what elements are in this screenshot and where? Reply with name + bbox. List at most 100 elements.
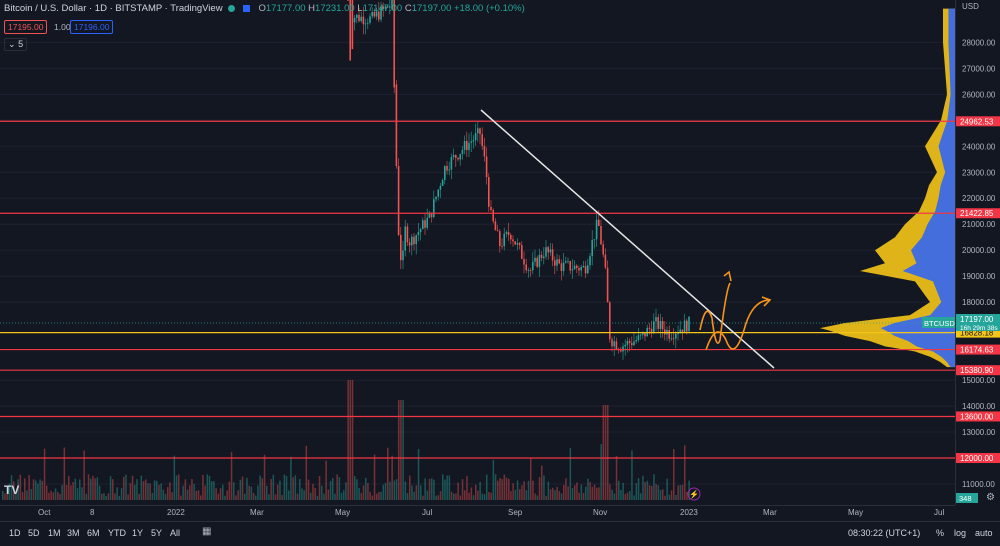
range-button-all[interactable]: All bbox=[170, 528, 181, 538]
bottom-toolbar: 1D 5D 1M 3M 6M YTD 1Y 5Y All ▦ 08:30:22 (UTC+1) … bbox=[0, 521, 1000, 546]
percent-toggle[interactable]: % bbox=[936, 528, 945, 538]
volume-bar bbox=[252, 492, 255, 500]
symbol-title[interactable]: Bitcoin / U.S. Dollar · 1D · BITSTAMP · … bbox=[4, 3, 223, 14]
volume-bar bbox=[180, 495, 182, 500]
volume-bar bbox=[424, 478, 426, 500]
horizontal-levels[interactable] bbox=[0, 120, 955, 459]
volume-bar bbox=[402, 400, 404, 500]
candle-body bbox=[424, 220, 426, 228]
time-axis-label: 8 bbox=[90, 508, 95, 517]
candle-body bbox=[593, 239, 596, 241]
range-button-6m[interactable]: 6M bbox=[87, 528, 100, 538]
volume-bar bbox=[591, 486, 594, 500]
volume-bar bbox=[501, 479, 503, 500]
lightning-icon[interactable] bbox=[687, 487, 701, 501]
candle-body bbox=[397, 166, 400, 235]
volume-bar bbox=[530, 458, 532, 500]
indicator-collapse-toggle[interactable]: ⌄ 5 bbox=[4, 38, 28, 51]
volume-bar bbox=[6, 493, 8, 500]
range-button-ytd[interactable]: YTD bbox=[108, 528, 126, 538]
candle-body bbox=[589, 256, 591, 266]
candle-body bbox=[562, 262, 565, 271]
calendar-icon[interactable]: ▦ bbox=[202, 526, 212, 537]
candle-body bbox=[565, 261, 567, 263]
volume-bar bbox=[620, 489, 622, 500]
volume-bar bbox=[563, 484, 565, 500]
candle-body bbox=[655, 317, 657, 322]
volume-bar bbox=[158, 484, 160, 500]
candle-body bbox=[393, 0, 395, 88]
log-toggle[interactable]: log bbox=[954, 528, 967, 538]
volume-bar bbox=[48, 492, 50, 500]
sell-price-box[interactable]: 17195.00 bbox=[4, 20, 48, 34]
candle-body bbox=[408, 242, 411, 246]
volume-bar bbox=[598, 487, 600, 500]
volume-bar bbox=[259, 475, 261, 500]
volume-bar bbox=[329, 481, 332, 500]
volume-bar bbox=[409, 475, 411, 500]
volume-bar bbox=[184, 479, 187, 500]
volume-bar bbox=[426, 490, 429, 500]
volume-bar bbox=[116, 487, 118, 500]
volume-bar bbox=[285, 476, 288, 500]
candle-body bbox=[624, 344, 626, 347]
range-button-1d[interactable]: 1D bbox=[9, 528, 21, 538]
volume-bar bbox=[193, 484, 195, 500]
range-button-1y[interactable]: 1Y bbox=[132, 528, 144, 538]
orange-forecast-drawing-1[interactable] bbox=[699, 270, 732, 344]
candle-body bbox=[380, 6, 382, 20]
volume-bar bbox=[307, 479, 310, 500]
volume-bar bbox=[72, 481, 74, 500]
candle-body bbox=[479, 128, 481, 135]
volume-tag-label: 348 bbox=[959, 494, 972, 503]
volume-bar bbox=[527, 480, 530, 500]
chevron-down-icon: ⌄ bbox=[8, 39, 16, 49]
price-axis[interactable]: USD 28000.0027000.0026000.0025000.002400… bbox=[955, 0, 1000, 518]
volume-bar bbox=[164, 493, 167, 500]
clock-display[interactable]: 08:30:22 (UTC+1) bbox=[848, 528, 921, 538]
volume-bar bbox=[384, 483, 387, 500]
volume-bar bbox=[343, 490, 345, 500]
volume-bar bbox=[499, 478, 501, 500]
orange-forecast-drawing-2[interactable] bbox=[705, 296, 772, 351]
volume-bar bbox=[120, 488, 123, 500]
volume-bar bbox=[481, 493, 484, 500]
volume-bar bbox=[585, 486, 587, 500]
volume-bar bbox=[32, 479, 35, 500]
volume-bar bbox=[354, 476, 356, 500]
range-button-1m[interactable]: 1M bbox=[48, 528, 61, 538]
volume-bar bbox=[186, 489, 189, 500]
candle-body bbox=[523, 258, 525, 265]
candle-body bbox=[600, 225, 602, 245]
volume-bar bbox=[197, 490, 200, 500]
time-axis[interactable]: Oct 8 2022 Mar May Jul Sep Nov 2023 Mar May Jul bbox=[0, 505, 955, 521]
volume-bar bbox=[675, 494, 677, 500]
candle-body bbox=[686, 320, 688, 332]
range-button-3m[interactable]: 3M bbox=[67, 528, 80, 538]
volume-bar bbox=[138, 493, 140, 500]
trendline[interactable] bbox=[480, 109, 775, 369]
volume-bar bbox=[215, 488, 217, 500]
volume-bar bbox=[444, 479, 446, 500]
candle-body bbox=[615, 341, 618, 350]
volume-bar bbox=[393, 480, 396, 500]
volume-bar bbox=[303, 490, 305, 500]
range-button-5d[interactable]: 5D bbox=[28, 528, 40, 538]
buy-price-box[interactable]: 17196.00 bbox=[70, 20, 114, 34]
auto-toggle[interactable]: auto bbox=[975, 528, 993, 538]
volume-bar bbox=[659, 489, 662, 500]
volume-bar bbox=[664, 495, 666, 500]
chart-pane[interactable]: ⚡ TV BTCUSD Bitcoin / U.S. Dollar · 1D ·… bbox=[0, 0, 955, 505]
flag-icon[interactable] bbox=[242, 4, 250, 12]
level-tag-label: 13600.00 bbox=[960, 412, 994, 421]
candle-body bbox=[549, 249, 552, 253]
volume-bar bbox=[244, 493, 246, 500]
price-chart[interactable]: ⚡ TV BTCUSD bbox=[0, 0, 955, 505]
candle-body bbox=[373, 12, 376, 17]
volume-profile bbox=[820, 8, 955, 368]
candle-body bbox=[580, 267, 582, 271]
axis-settings-icon[interactable]: ⚙ bbox=[986, 492, 995, 503]
range-button-5y[interactable]: 5Y bbox=[151, 528, 163, 538]
volume-bar bbox=[461, 479, 464, 500]
volume-bar bbox=[398, 400, 400, 500]
